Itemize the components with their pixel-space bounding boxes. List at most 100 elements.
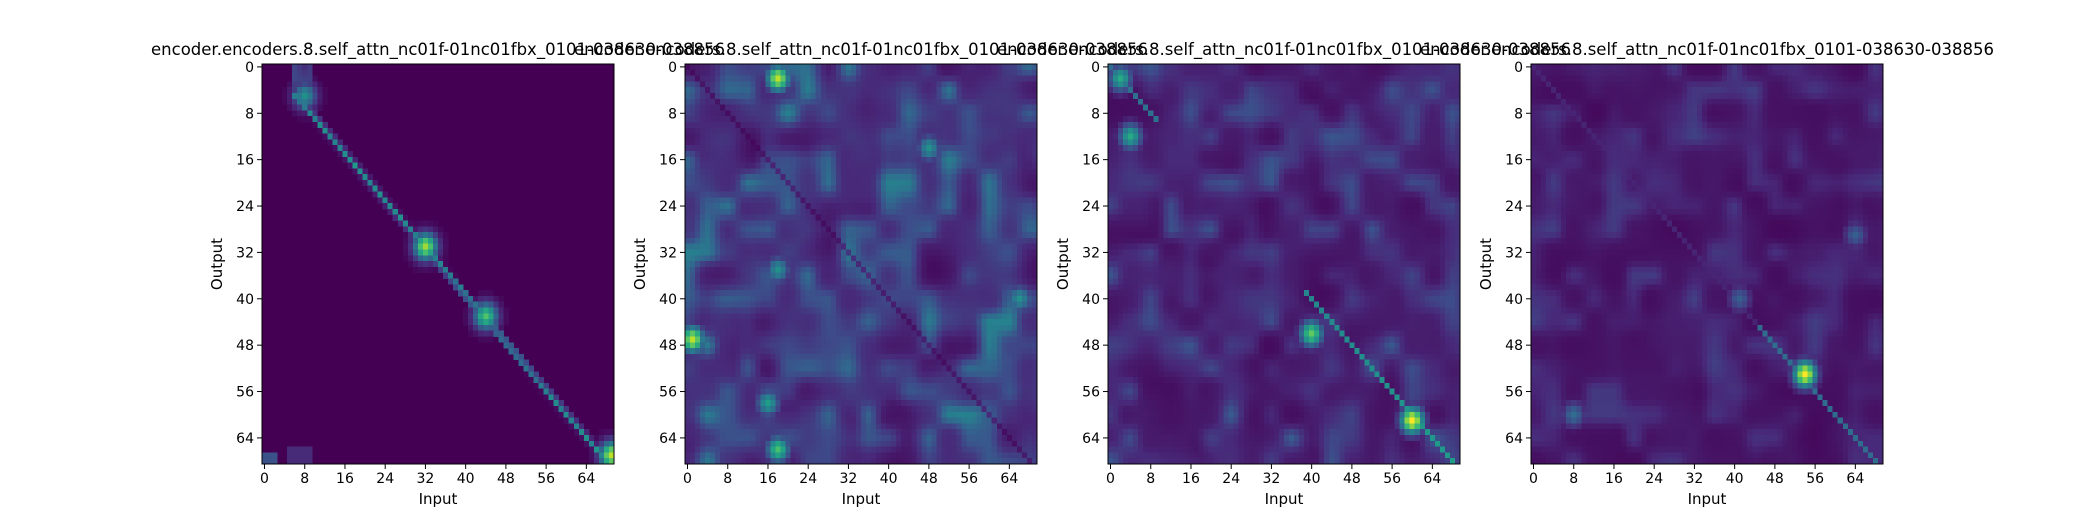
heatmap-cell xyxy=(840,220,847,227)
heatmap-cell xyxy=(951,87,957,94)
heatmap-cell xyxy=(840,150,847,158)
heatmap-cell xyxy=(1001,423,1008,430)
heatmap-cell xyxy=(775,336,781,343)
heatmap-cell xyxy=(362,179,368,187)
heatmap-cell xyxy=(710,110,716,117)
heatmap-cell xyxy=(810,255,817,262)
heatmap-cell xyxy=(483,319,489,326)
heatmap-cell xyxy=(740,290,746,297)
heatmap-cell xyxy=(1006,411,1013,419)
heatmap-cell xyxy=(1031,365,1038,372)
heatmap-cell xyxy=(740,226,746,233)
heatmap-cell xyxy=(835,75,842,82)
heatmap-cell xyxy=(881,174,887,181)
heatmap-cell xyxy=(956,266,962,274)
heatmap-cell xyxy=(715,150,721,158)
heatmap-cell xyxy=(412,220,419,227)
heatmap-cell xyxy=(765,208,771,216)
heatmap-cell xyxy=(936,278,942,285)
heatmap-cell xyxy=(981,429,988,436)
heatmap-cell xyxy=(725,388,731,395)
heatmap-cell xyxy=(805,156,812,163)
heatmap-cell xyxy=(1011,64,1018,71)
heatmap-cell xyxy=(946,116,952,123)
heatmap-cell xyxy=(1016,435,1023,442)
heatmap-cell xyxy=(911,382,917,390)
heatmap-cell xyxy=(921,365,927,372)
heatmap-cell xyxy=(765,98,771,105)
heatmap-cell xyxy=(835,284,842,291)
heatmap-cell xyxy=(951,272,957,279)
heatmap-cell xyxy=(760,429,766,436)
heatmap-cell xyxy=(1021,435,1028,442)
heatmap-cell xyxy=(730,382,736,390)
heatmap-cell xyxy=(840,226,847,233)
heatmap-cell xyxy=(926,133,932,140)
heatmap-cell xyxy=(936,284,942,291)
heatmap-cell xyxy=(996,168,1003,175)
heatmap-cell xyxy=(961,266,967,274)
heatmap-cell xyxy=(790,324,797,332)
heatmap-cell xyxy=(785,411,791,419)
heatmap-cell xyxy=(725,104,731,111)
heatmap-cell xyxy=(785,156,791,163)
heatmap-cell xyxy=(956,319,962,326)
heatmap-cell xyxy=(825,400,832,407)
heatmap-cell xyxy=(991,423,998,430)
heatmap-cell xyxy=(725,330,731,337)
heatmap-cell xyxy=(996,145,1003,152)
heatmap-cell xyxy=(986,371,993,378)
heatmap-cell xyxy=(710,197,716,204)
heatmap-cell xyxy=(961,342,967,349)
heatmap-cell xyxy=(820,110,827,117)
heatmap-cell xyxy=(941,313,947,320)
heatmap-cell xyxy=(976,139,983,146)
heatmap-cell xyxy=(1021,75,1028,82)
heatmap-cell xyxy=(715,429,721,436)
heatmap-cell xyxy=(906,400,912,407)
heatmap-cell xyxy=(1011,261,1018,268)
heatmap-cell xyxy=(705,319,711,326)
heatmap-cell xyxy=(710,301,716,308)
heatmap-cell xyxy=(946,382,952,390)
heatmap-cell xyxy=(876,272,882,279)
heatmap-cell xyxy=(755,342,761,349)
heatmap-cell xyxy=(866,64,872,71)
heatmap-cell xyxy=(850,150,857,158)
heatmap-cell xyxy=(337,139,343,146)
heatmap-cell xyxy=(685,92,691,100)
heatmap-cell xyxy=(1011,423,1018,430)
heatmap-cell xyxy=(730,168,736,175)
heatmap-cell xyxy=(966,406,973,413)
heatmap-cell xyxy=(730,92,736,100)
heatmap-cell xyxy=(780,139,786,146)
heatmap-cell xyxy=(820,191,827,198)
heatmap-cell xyxy=(715,319,721,326)
heatmap-cell xyxy=(986,121,993,129)
heatmap-cell xyxy=(956,226,962,233)
heatmap-cell xyxy=(785,81,791,88)
heatmap-cell xyxy=(906,348,912,355)
heatmap-cell xyxy=(740,249,746,256)
heatmap-cell xyxy=(946,324,952,332)
heatmap-cell xyxy=(1026,272,1033,279)
heatmap-cell xyxy=(1016,237,1023,245)
heatmap-cell xyxy=(407,255,414,262)
heatmap-cell xyxy=(685,127,691,134)
heatmap-cell xyxy=(835,145,842,152)
heatmap-cell xyxy=(750,336,756,343)
heatmap-cell xyxy=(700,394,706,401)
heatmap-cell xyxy=(710,417,716,424)
heatmap-cell xyxy=(941,400,947,407)
heatmap-cell xyxy=(931,191,937,198)
heatmap-cell xyxy=(1006,191,1013,198)
heatmap-cell xyxy=(695,116,701,123)
heatmap-cell xyxy=(725,185,731,192)
heatmap-cell xyxy=(795,174,802,181)
heatmap-cell xyxy=(966,342,973,349)
heatmap-cell xyxy=(820,185,827,192)
heatmap-cell xyxy=(815,249,822,256)
heatmap-cell xyxy=(825,139,832,146)
heatmap-cell xyxy=(840,174,847,181)
heatmap-cell xyxy=(755,214,761,221)
